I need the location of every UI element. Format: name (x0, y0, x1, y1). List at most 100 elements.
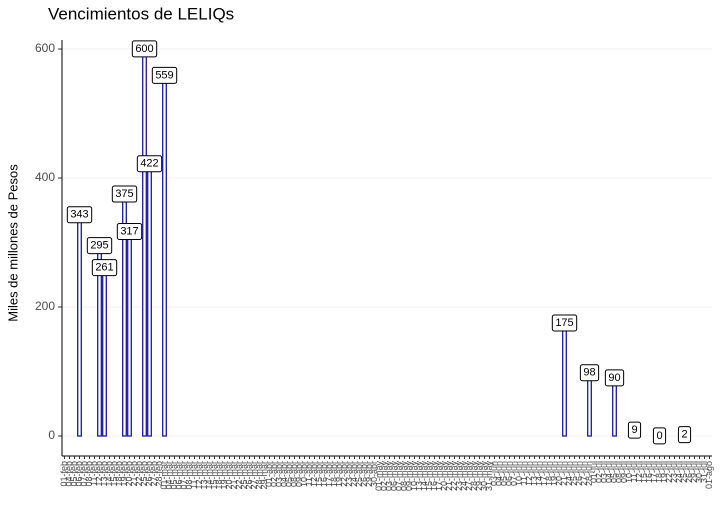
x-tick-label: 10-jun (514, 461, 524, 486)
x-tick-label: 18-jul (654, 461, 664, 483)
data-label-box (66, 206, 93, 224)
x-tick-label: 21-jun (559, 461, 569, 486)
x-tick-label: 25-jun (569, 461, 579, 486)
x-tick-label: 19-feb (119, 461, 129, 487)
x-tick-label: 10-may (409, 461, 419, 492)
x-tick-label: 17-may (434, 461, 444, 492)
data-label-box (131, 40, 158, 58)
x-tick-label: 04-jun (494, 461, 504, 486)
x-tick-label: 07-mar (179, 461, 189, 490)
x-tick-label: 04-jul (604, 461, 614, 483)
x-tick-label: 17-jul (649, 461, 659, 483)
x-tick-label: 12-jul (634, 461, 644, 483)
bar (612, 377, 617, 437)
x-tick-label: 12-mar (194, 461, 204, 490)
data-label-text: 90 (608, 372, 620, 384)
x-tick-label: 09-jul (619, 461, 629, 483)
bar (147, 163, 152, 437)
x-tick-label: 14-mar (204, 461, 214, 490)
x-tick-label: 18-mar (214, 461, 224, 490)
x-tick-label: 30-jul (694, 461, 704, 483)
x-tick-label: 20-jun (554, 461, 564, 486)
data-label-box (677, 426, 692, 444)
data-label-text: 317 (120, 225, 138, 237)
x-tick-label: 25-jul (679, 461, 689, 483)
x-tick-label: 01-feb (59, 461, 69, 487)
x-tick-label: 24-abr (349, 461, 359, 487)
y-tick-label: 200 (35, 299, 55, 313)
x-tick-label: 01-abr (264, 461, 274, 487)
x-tick-label: 11-feb (89, 461, 99, 486)
data-label: 0 (652, 427, 667, 445)
x-tick-label: 04-feb (64, 461, 74, 487)
x-tick-label: 16-jul (644, 461, 654, 483)
x-tick-label: 01-mar (159, 461, 169, 490)
x-tick-label: 08-may (399, 461, 409, 492)
x-tick-label: 10-jul (624, 461, 634, 483)
y-axis-label: Miles de millones de Pesos (5, 164, 20, 322)
bar (102, 267, 107, 437)
x-tick-label: 29-may (474, 461, 484, 492)
y-tick-label: 0 (48, 428, 55, 442)
x-tick-label: 16-abr (319, 461, 329, 487)
data-label: 175 (551, 314, 578, 332)
x-tick-label: 25-abr (354, 461, 364, 487)
x-tick-label: 29-jul (689, 461, 699, 483)
data-label-box (116, 222, 143, 240)
data-label-text: 375 (115, 188, 133, 200)
x-tick-label: 08-mar (184, 461, 194, 490)
x-tick-label: 17-jun (539, 461, 549, 486)
x-tick-label: 19-jun (549, 461, 559, 486)
x-tick-label: 28-mar (254, 461, 264, 490)
x-tick-label: 15-feb (109, 461, 119, 487)
x-tick-label: 23-abr (344, 461, 354, 487)
x-tick-label: 31-may (484, 461, 494, 492)
x-tick-label: 01-jul (589, 461, 599, 483)
x-tick-label: 04-abr (279, 461, 289, 487)
y-tick-label: 400 (35, 170, 55, 184)
x-tick-label: 04-mar (164, 461, 174, 490)
data-label-box (151, 66, 178, 84)
bar (127, 230, 132, 437)
data-label-box (136, 155, 163, 173)
x-tick-label: 13-feb (99, 461, 109, 487)
data-label-text: 98 (583, 367, 595, 379)
x-tick-label: 08-jul (614, 461, 624, 483)
x-tick-label: 27-jun (579, 461, 589, 486)
x-tick-label: 05-jul (609, 461, 619, 483)
x-tick-label: 30-abr (369, 461, 379, 487)
x-tick-label: 15-abr (314, 461, 324, 487)
x-tick-label: 08-abr (289, 461, 299, 487)
x-tick-label: 02-may (379, 461, 389, 492)
x-tick-label: 12-abr (309, 461, 319, 487)
x-tick-label: 05-feb (69, 461, 79, 487)
x-tick-label: 14-may (419, 461, 429, 492)
x-tick-label: 22-may (449, 461, 459, 492)
x-tick-label: 27-mar (249, 461, 259, 490)
x-tick-label: 14-jun (534, 461, 544, 486)
x-tick-label: 22-abr (339, 461, 349, 487)
x-tick-label: 26-abr (359, 461, 369, 487)
x-tick-label: 07-feb (79, 461, 89, 487)
x-tick-label: 24-jul (674, 461, 684, 483)
data-label-text: 422 (140, 158, 158, 170)
x-tick-label: 05-jun (499, 461, 509, 486)
x-tick-label: 17-abr (324, 461, 334, 487)
x-tick-label: 13-mar (199, 461, 209, 490)
x-tick-label: 31-jul (699, 461, 709, 483)
x-tick-label: 11-jun (519, 461, 529, 485)
x-tick-label: 27-feb (149, 461, 159, 487)
x-tick-label: 14-feb (104, 461, 114, 487)
bar (587, 372, 592, 437)
data-label: 600 (131, 40, 158, 58)
x-tick-label: 02-abr (269, 461, 279, 487)
x-tick-label: 13-jun (529, 461, 539, 486)
data-label-box (604, 369, 625, 387)
x-tick-label: 28-jun (584, 461, 594, 486)
x-tick-label: 28-feb (154, 461, 164, 487)
x-tick-label: 15-may (424, 461, 434, 492)
x-tick-label: 26-mar (244, 461, 254, 490)
bar (142, 48, 147, 437)
x-tick-label: 26-jun (574, 461, 584, 486)
